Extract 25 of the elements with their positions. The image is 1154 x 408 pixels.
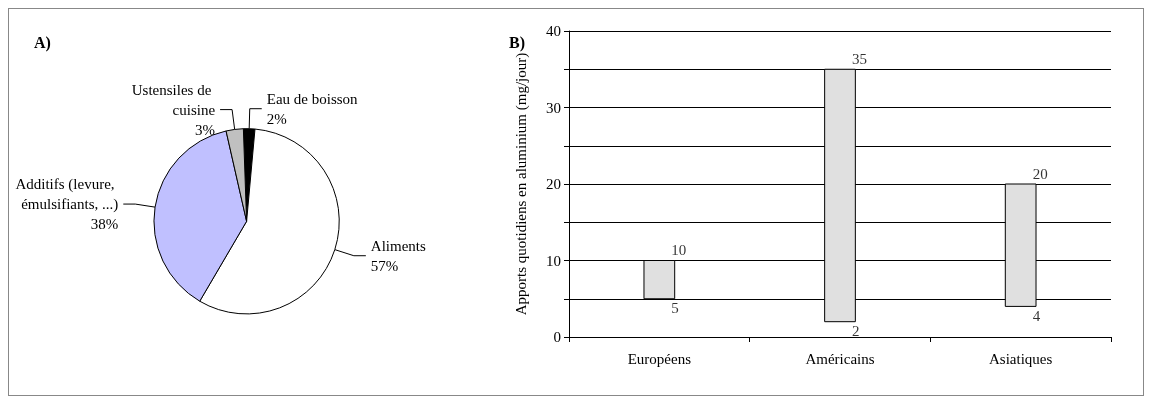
annotation: 10 [671,242,687,258]
annotation: 5 [671,300,679,317]
y-axis-title: Apports quotidiens en aluminium (mg/jour) [513,52,530,316]
annotation: 4 [1032,307,1041,324]
annotation: 20 [1032,165,1048,182]
annotation: 35 [852,50,867,67]
x-tick-label: Américains [805,350,875,367]
y-tick-label: 20 [546,176,561,192]
y-tick-label: 40 [546,23,561,39]
data-label: 3% [195,121,216,138]
slice-label: Ustensiles de cuisine [131,81,216,118]
y-tick-label: 10 [546,252,561,269]
y-tick-label: 0 [553,329,561,345]
chart-title: B) [509,33,525,52]
data-label: 38% [90,216,119,233]
slice-label: Aliments [370,237,427,254]
data-label: 2% [266,110,287,127]
y-tick-label: 30 [546,99,561,116]
slice-label: Additifs (levure, émulsifiants, ...) [15,176,119,214]
chart-title: A) [34,33,51,52]
x-tick-label: Asiatiques [989,350,1053,367]
data-label: 57% [370,257,399,274]
x-tick-label: Européens [627,350,692,367]
annotation: 2 [852,323,860,340]
slice-label: Eau de boisson [266,90,359,107]
